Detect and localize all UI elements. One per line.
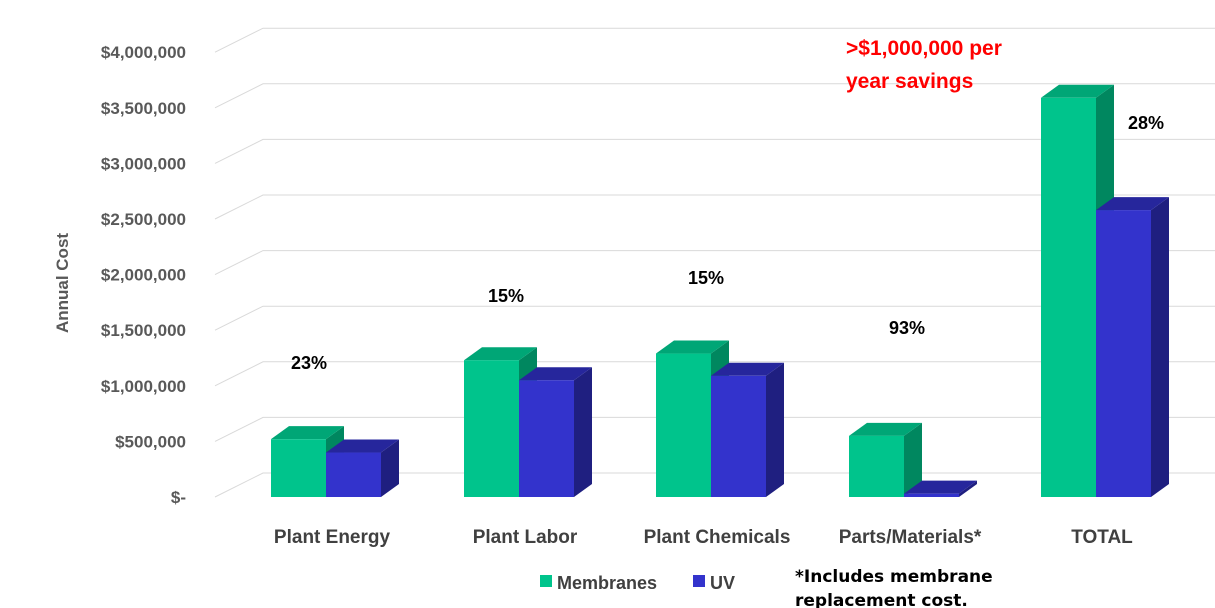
y-tick-label: $4,000,000: [101, 43, 186, 62]
gridline: [214, 361, 1215, 387]
percent-annotations: 23% 15% 15% 93% 28%: [291, 113, 1164, 373]
bar-uv: [326, 439, 399, 497]
category-label: Plant Energy: [274, 527, 391, 548]
bar-uv: [904, 480, 977, 497]
bar-top: [849, 422, 922, 436]
bar-front: [326, 452, 381, 497]
gridline: [214, 194, 1215, 220]
gridline: [214, 27, 1215, 53]
percent-savings-label: 93%: [889, 318, 925, 338]
bar-top: [656, 340, 729, 354]
savings-callout-line-2: year savings: [846, 70, 973, 93]
gridline: [214, 83, 1215, 109]
percent-savings-label: 23%: [291, 353, 327, 373]
bar-front: [849, 435, 904, 497]
bar-side: [381, 439, 399, 497]
gridline: [214, 416, 1215, 442]
gridlines: [214, 27, 1215, 498]
savings-callout-line-1: >$1,000,000 per: [846, 37, 1002, 60]
legend-swatch-uv: [693, 575, 705, 587]
bar-side: [1151, 197, 1169, 497]
bar-uv: [711, 362, 784, 497]
bar-side: [959, 480, 977, 497]
y-tick-label: $1,000,000: [101, 377, 186, 396]
bar-top: [711, 362, 784, 376]
legend-swatch-membranes: [540, 575, 552, 587]
y-tick-label: $-: [171, 488, 186, 507]
bar-top: [1096, 197, 1169, 211]
bar-front: [1096, 210, 1151, 497]
category-label: Parts/Materials*: [839, 527, 982, 548]
bar-front: [904, 493, 959, 497]
bar-top: [1041, 84, 1114, 98]
percent-savings-label: 28%: [1128, 113, 1164, 133]
legend-label-uv: UV: [710, 573, 735, 593]
bar-front: [271, 439, 326, 497]
bar-uv: [519, 367, 592, 497]
bar-front: [711, 375, 766, 497]
bar-side: [766, 362, 784, 497]
footnote-line-2: replacement cost.: [795, 591, 968, 608]
bars: [271, 84, 1169, 498]
y-tick-label: $2,500,000: [101, 210, 186, 229]
y-tick-label: $2,000,000: [101, 266, 186, 285]
gridline: [214, 138, 1215, 164]
bar-top: [464, 347, 537, 361]
footnote-line-1: *Includes membrane: [795, 567, 993, 587]
y-axis-label: Annual Cost: [53, 233, 72, 333]
y-tick-label: $3,000,000: [101, 154, 186, 173]
bar-side: [904, 422, 922, 497]
bar-top: [326, 439, 399, 453]
gridline: [214, 250, 1215, 276]
bar-front: [464, 360, 519, 497]
bar-front: [519, 380, 574, 497]
percent-savings-label: 15%: [688, 268, 724, 288]
y-tick-label: $3,500,000: [101, 99, 186, 118]
bar-top: [904, 480, 977, 494]
category-label: Plant Chemicals: [644, 527, 791, 548]
category-labels: Plant Energy Plant Labor Plant Chemicals Pa…: [274, 527, 1133, 548]
category-label: Plant Labor: [473, 527, 578, 548]
bar-membranes: [849, 422, 922, 497]
bar-front: [656, 353, 711, 497]
percent-savings-label: 15%: [488, 286, 524, 306]
category-label: TOTAL: [1071, 527, 1133, 548]
legend-label-membranes: Membranes: [557, 573, 657, 593]
bar-top: [271, 426, 344, 440]
bar-front: [1041, 97, 1096, 498]
y-tick-label: $1,500,000: [101, 321, 186, 340]
gridline: [214, 305, 1215, 331]
bar-top: [519, 367, 592, 381]
bar-side: [574, 367, 592, 497]
y-tick-label: $500,000: [115, 432, 186, 451]
bar-uv: [1096, 197, 1169, 497]
y-axis-ticks: $- $500,000 $1,000,000 $1,500,000 $2,000,000…: [101, 43, 186, 507]
